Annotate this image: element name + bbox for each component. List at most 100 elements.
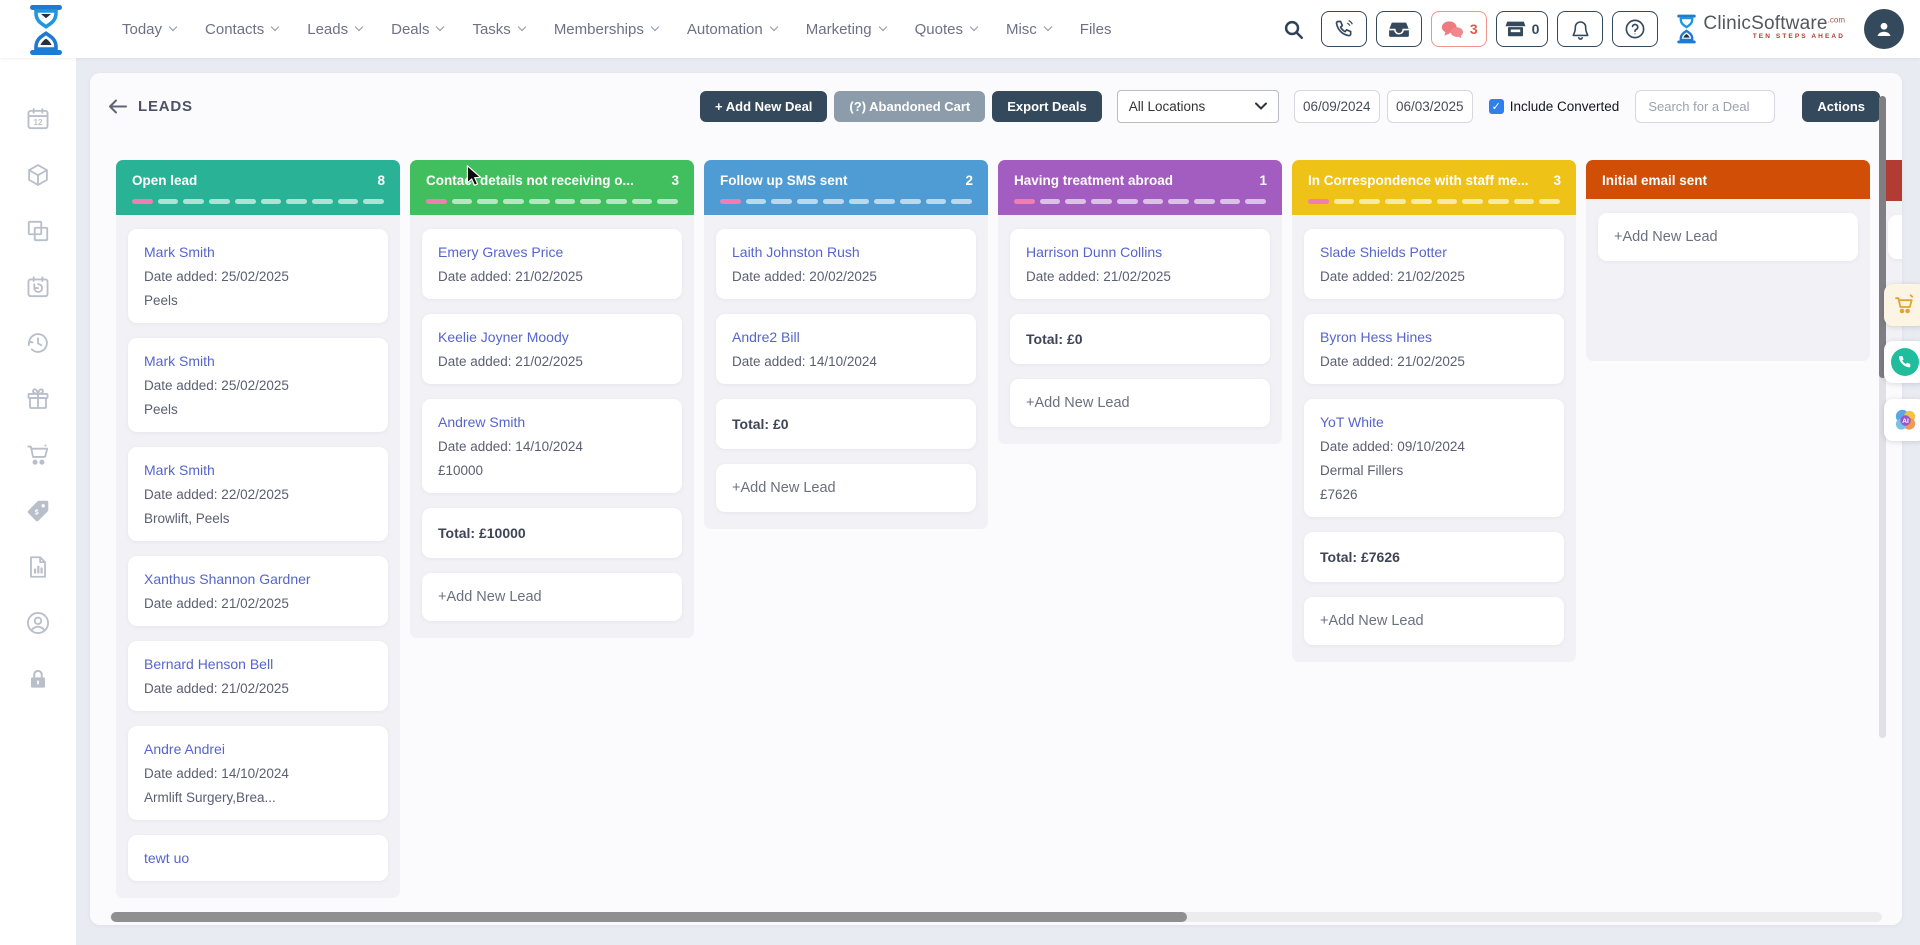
lead-card[interactable]: Andre Andrei Date added: 14/10/2024 Armlif… xyxy=(128,726,388,820)
lead-card[interactable]: Mark Smith Date added: 22/02/2025 Browlift… xyxy=(128,447,388,541)
nav-item-automation[interactable]: Automation xyxy=(687,21,778,38)
progress-dash xyxy=(745,199,767,204)
location-select[interactable]: All Locations xyxy=(1116,89,1279,123)
date-from-input[interactable] xyxy=(1293,89,1380,123)
lead-card[interactable]: Mark Smith Date added: 25/02/2025 Peels xyxy=(128,229,388,323)
lead-card[interactable]: Slade Shields Potter Date added: 21/02/20… xyxy=(1304,229,1564,299)
ai-assistant-button[interactable]: AI xyxy=(1884,399,1920,441)
nav-item-quotes[interactable]: Quotes xyxy=(915,21,979,38)
copy-icon[interactable] xyxy=(25,218,51,244)
checkbox-checked-icon[interactable] xyxy=(1488,98,1504,114)
actions-button[interactable]: Actions xyxy=(1802,90,1880,122)
lead-date: Date added: 20/02/2025 xyxy=(732,269,877,284)
lead-name-link[interactable]: Xanthus Shannon Gardner xyxy=(144,571,311,587)
lead-card[interactable]: Laith Johnston Rush Date added: 20/02/202… xyxy=(716,229,976,299)
lead-name-link[interactable]: Mark Smith xyxy=(144,244,215,260)
package-icon[interactable] xyxy=(25,162,51,188)
horizontal-scrollbar-thumb[interactable] xyxy=(111,912,1187,922)
add-new-lead-button[interactable]: +Add New Lead xyxy=(422,573,682,621)
lead-card[interactable]: Andre2 Bill Date added: 14/10/2024 xyxy=(716,314,976,384)
column-header[interactable]: Having treatment abroad 1 xyxy=(998,160,1282,215)
lead-name-link[interactable]: Emery Graves Price xyxy=(438,244,564,260)
column-count: 3 xyxy=(671,173,679,188)
vertical-scrollbar[interactable] xyxy=(1879,96,1886,738)
chat-count-badge: 3 xyxy=(1469,21,1478,37)
back-icon[interactable] xyxy=(108,99,127,114)
lead-name-link[interactable]: YoT White xyxy=(1320,414,1384,430)
main-menu: Today Contacts Leads Deals Tasks Memberships A… xyxy=(122,0,1111,58)
include-converted-toggle[interactable]: Include Converted xyxy=(1488,98,1619,114)
search-icon[interactable] xyxy=(1282,18,1305,41)
lead-name-link[interactable]: Mark Smith xyxy=(144,462,215,478)
lead-name-link[interactable]: Laith Johnston Rush xyxy=(732,244,860,260)
phone-button[interactable] xyxy=(1320,11,1367,47)
lead-name-link[interactable]: Andre Andrei xyxy=(144,741,225,757)
vertical-scrollbar-thumb[interactable] xyxy=(1879,96,1886,378)
nav-item-files[interactable]: Files xyxy=(1080,21,1112,38)
app-logo-icon[interactable] xyxy=(26,4,66,56)
lead-card[interactable]: YoT White Date added: 09/10/2024 Dermal Fi… xyxy=(1304,399,1564,517)
chat-button[interactable]: 3 xyxy=(1430,11,1487,47)
nav-item-contacts[interactable]: Contacts xyxy=(205,21,280,38)
calendar-icon[interactable]: 12 xyxy=(25,106,51,132)
lead-card[interactable]: Harrison Dunn Collins Date added: 21/02/2… xyxy=(1010,229,1270,299)
add-new-lead-button[interactable]: +Add New Lead xyxy=(1010,379,1270,427)
lead-card[interactable]: Byron Hess Hines Date added: 21/02/2025 xyxy=(1304,314,1564,384)
help-button[interactable] xyxy=(1612,11,1659,47)
nav-item-today[interactable]: Today xyxy=(122,21,178,38)
nav-item-tasks[interactable]: Tasks xyxy=(472,21,527,38)
add-new-lead-button[interactable]: +Add New Lead xyxy=(1304,597,1564,645)
inbox-button[interactable] xyxy=(1375,11,1422,47)
lead-name-link[interactable]: Slade Shields Potter xyxy=(1320,244,1447,260)
lead-name-link[interactable]: Harrison Dunn Collins xyxy=(1026,244,1163,260)
nav-item-deals[interactable]: Deals xyxy=(391,21,445,38)
nav-item-leads[interactable]: Leads xyxy=(307,21,364,38)
lead-card[interactable]: Mark Smith Date added: 25/02/2025 Peels xyxy=(128,338,388,432)
add-new-lead-button[interactable]: +Add New Lead xyxy=(1598,213,1858,261)
lead-name-link[interactable]: Mark Smith xyxy=(144,353,215,369)
notifications-button[interactable] xyxy=(1557,11,1604,47)
lead-name-link[interactable]: Andre2 Bill xyxy=(732,329,800,345)
column-header[interactable]: Initial email sent xyxy=(1586,160,1870,199)
column-header[interactable]: Open lead 8 xyxy=(116,160,400,215)
lead-name-link[interactable]: Andrew Smith xyxy=(438,414,526,430)
lead-card[interactable]: Keelie Joyner Moody Date added: 21/02/202… xyxy=(422,314,682,384)
cart-icon[interactable] xyxy=(25,442,51,468)
lead-name-link[interactable]: Byron Hess Hines xyxy=(1320,329,1433,345)
lead-card[interactable]: Bernard Henson Bell Date added: 21/02/202… xyxy=(128,641,388,711)
column-header[interactable]: In Correspondence with staff me... 3 xyxy=(1292,160,1576,215)
report-icon[interactable] xyxy=(25,554,51,580)
gift-icon[interactable] xyxy=(25,386,51,412)
schedule-icon[interactable] xyxy=(25,274,51,300)
lead-card[interactable]: Emery Graves Price Date added: 21/02/2025 xyxy=(422,229,682,299)
horizontal-scrollbar[interactable] xyxy=(110,912,1882,922)
column-header[interactable]: Contact details not receiving o... 3 xyxy=(410,160,694,215)
top-nav: Today Contacts Leads Deals Tasks Memberships A… xyxy=(0,0,1920,58)
abandoned-cart-button[interactable]: (?) Abandoned Cart xyxy=(834,90,986,122)
lock-icon[interactable] xyxy=(25,666,51,692)
deal-search-input[interactable] xyxy=(1635,89,1776,123)
inbox-icon xyxy=(1388,18,1410,40)
lead-card[interactable]: Xanthus Shannon Gardner Date added: 21/02… xyxy=(128,556,388,626)
cart-quick-button[interactable] xyxy=(1884,284,1920,326)
price-tag-icon[interactable]: $ xyxy=(25,498,51,524)
nav-item-marketing[interactable]: Marketing xyxy=(806,21,887,38)
lead-name-link[interactable]: Keelie Joyner Moody xyxy=(438,329,569,345)
avatar[interactable] xyxy=(1864,9,1904,49)
lead-card[interactable]: tewt uo xyxy=(128,835,388,881)
account-icon[interactable] xyxy=(25,610,51,636)
date-to-input[interactable] xyxy=(1386,89,1473,123)
phone-quick-button[interactable] xyxy=(1884,341,1920,383)
export-deals-button[interactable]: Export Deals xyxy=(992,90,1102,122)
lead-card[interactable]: Andrew Smith Date added: 14/10/2024 £10000 xyxy=(422,399,682,493)
store-button[interactable]: 0 xyxy=(1495,11,1549,47)
nav-item-misc[interactable]: Misc xyxy=(1006,21,1053,38)
column-header[interactable]: Follow up SMS sent 2 xyxy=(704,160,988,215)
lead-name-link[interactable]: Bernard Henson Bell xyxy=(144,656,274,672)
nav-item-memberships[interactable]: Memberships xyxy=(554,21,660,38)
history-icon[interactable] xyxy=(25,330,51,356)
lead-name-link[interactable]: tewt uo xyxy=(144,850,190,866)
add-new-deal-button[interactable]: + Add New Deal xyxy=(700,90,828,122)
progress-dash xyxy=(528,199,550,204)
add-new-lead-button[interactable]: +Add New Lead xyxy=(716,464,976,512)
